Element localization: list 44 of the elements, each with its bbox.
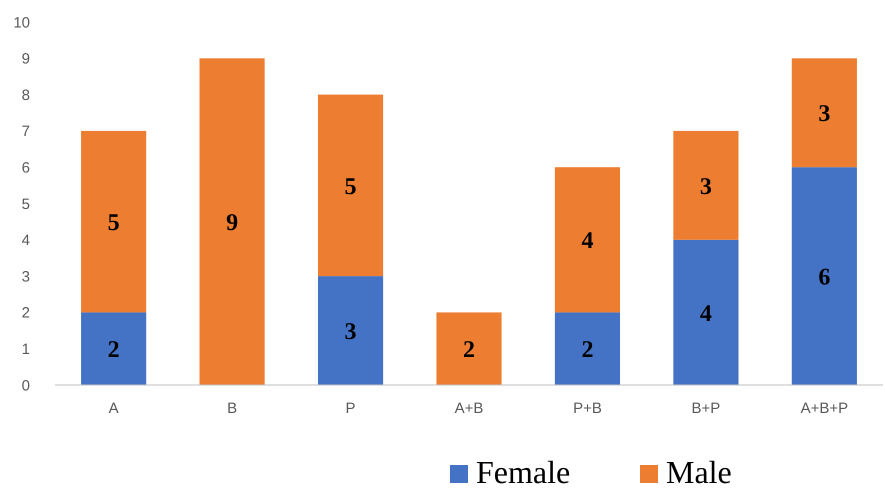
x-tick-label: B xyxy=(227,400,238,417)
y-tick-label: 4 xyxy=(22,232,30,250)
y-tick-label: 2 xyxy=(22,304,30,322)
data-label: 2 xyxy=(108,337,120,364)
data-label: 3 xyxy=(344,318,357,345)
y-tick-label: 10 xyxy=(13,14,30,32)
x-tick-label: A+B+P xyxy=(800,400,848,417)
data-label: 6 xyxy=(818,264,830,290)
y-tick-label: 8 xyxy=(22,86,30,104)
data-label: 3 xyxy=(700,174,712,200)
data-label: 2 xyxy=(581,337,594,364)
y-tick-label: 6 xyxy=(22,159,30,176)
bar xyxy=(792,167,857,385)
x-tick-label: A xyxy=(108,400,119,417)
bar xyxy=(81,130,146,312)
y-tick-label: 3 xyxy=(22,268,30,286)
bar xyxy=(673,240,738,385)
legend-label: Female xyxy=(476,454,570,490)
bar xyxy=(673,130,738,240)
data-label: 9 xyxy=(226,210,238,236)
bar xyxy=(200,58,265,385)
y-tick-label: 1 xyxy=(22,340,30,358)
y-tick-label: 0 xyxy=(22,377,30,394)
bar xyxy=(792,58,857,168)
x-tick-label: P xyxy=(346,400,356,417)
y-tick-label: 9 xyxy=(22,50,30,68)
bar xyxy=(554,167,620,312)
x-tick-label: B+P xyxy=(692,400,720,417)
y-tick-label: 7 xyxy=(22,123,30,140)
bar xyxy=(318,276,384,385)
data-label: 5 xyxy=(108,210,120,236)
bar xyxy=(554,312,620,385)
x-tick-label: P+B xyxy=(573,400,602,417)
y-tick-label: 5 xyxy=(22,196,30,213)
data-label: 4 xyxy=(581,228,594,254)
bar xyxy=(436,312,502,385)
x-tick-label: A+B xyxy=(454,400,484,417)
legend-label: Male xyxy=(666,454,732,490)
data-label: 4 xyxy=(700,300,712,327)
data-label: 5 xyxy=(344,174,357,200)
bar xyxy=(81,312,146,385)
data-label: 3 xyxy=(818,101,830,128)
data-label: 2 xyxy=(463,337,475,364)
bar xyxy=(318,94,384,276)
